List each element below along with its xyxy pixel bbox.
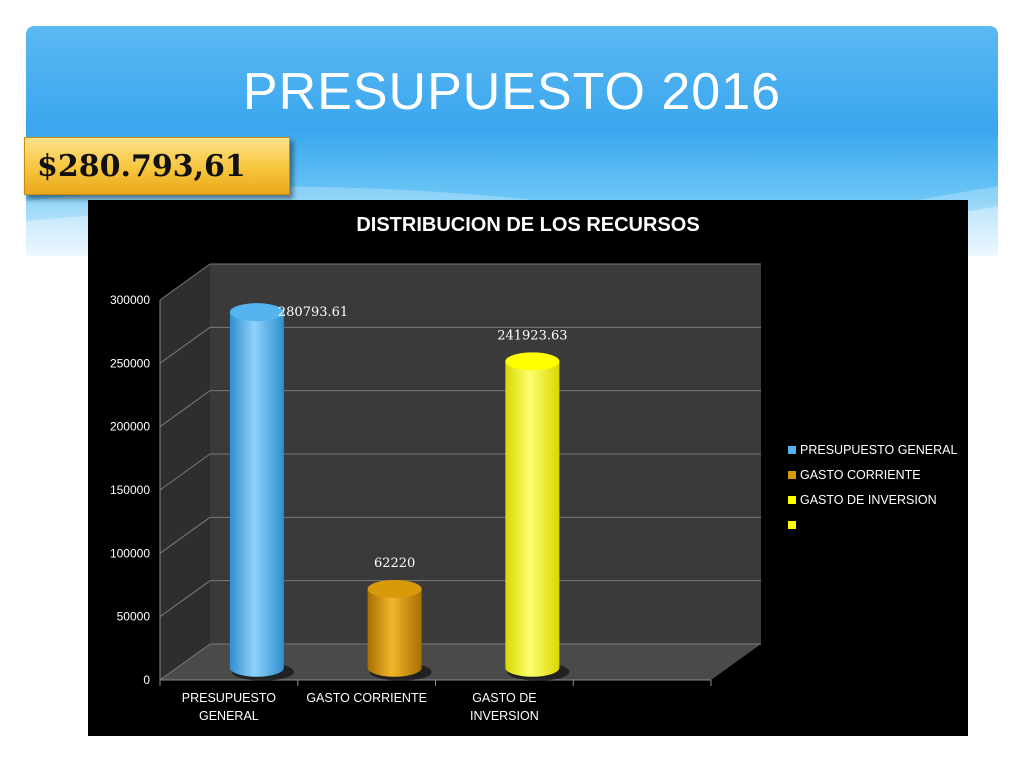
- y-tick-label: 250000: [110, 356, 150, 370]
- data-label: 280793.61: [278, 305, 348, 320]
- legend-label: PRESUPUESTO GENERAL: [800, 443, 958, 457]
- amount-badge: $280.793,61: [24, 137, 290, 195]
- x-tick-label: GASTO CORRIENTE: [306, 691, 427, 705]
- bar: [229, 312, 284, 677]
- legend-label: GASTO DE INVERSION: [800, 493, 937, 507]
- bar-top: [367, 579, 422, 598]
- data-label: 62220: [374, 556, 415, 571]
- gridline-side: [159, 516, 211, 554]
- y-tick-label: 0: [143, 673, 150, 687]
- y-tick-label: 300000: [110, 293, 150, 307]
- gridline-side: [159, 390, 211, 428]
- legend-swatch: [788, 496, 796, 504]
- chart-title: DISTRIBUCION DE LOS RECURSOS: [356, 214, 700, 236]
- y-tick-label: 50000: [117, 610, 151, 624]
- legend-swatch: [788, 471, 796, 479]
- y-tick-label: 150000: [110, 483, 150, 497]
- legend-swatch: [788, 446, 796, 454]
- gridline-side: [159, 643, 211, 681]
- bar: [505, 361, 560, 677]
- y-tick-label: 200000: [110, 420, 150, 434]
- gridline-side: [159, 453, 211, 491]
- amount-value: $280.793,61: [37, 148, 246, 184]
- chart-panel: DISTRIBUCION DE LOS RECURSOS 0 50000 10000…: [88, 200, 968, 736]
- bar-chart: 0 50000 100000 150000 200000 250000 300000 PRES…: [110, 263, 958, 723]
- gridline-side: [159, 580, 211, 618]
- slide-title: PRESUPUESTO 2016: [242, 63, 782, 121]
- legend-swatch: [788, 521, 796, 529]
- x-tick-label: GENERAL: [199, 709, 259, 723]
- gridline-side: [159, 263, 211, 301]
- gridline-side: [159, 326, 211, 364]
- bar-top: [505, 352, 560, 371]
- y-tick-label: 100000: [110, 546, 150, 560]
- bar-top: [229, 303, 284, 322]
- bar: [367, 588, 422, 677]
- x-tick-label: GASTO DE: [472, 691, 536, 705]
- x-tick-label: PRESUPUESTO: [182, 691, 277, 705]
- legend-label: GASTO CORRIENTE: [800, 468, 921, 482]
- data-label: 241923.63: [497, 328, 567, 343]
- x-tick-label: INVERSION: [470, 709, 539, 723]
- floor: [160, 644, 761, 680]
